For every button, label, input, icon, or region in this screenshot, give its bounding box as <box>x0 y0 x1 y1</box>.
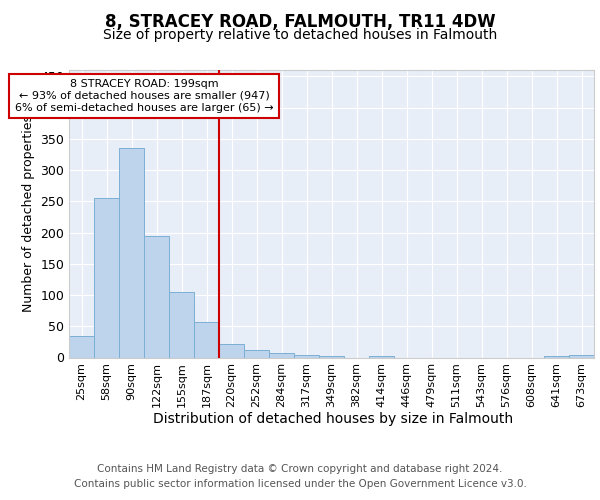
Bar <box>294 355 319 358</box>
Bar <box>94 198 119 358</box>
Bar <box>219 344 244 358</box>
Y-axis label: Number of detached properties: Number of detached properties <box>22 116 35 312</box>
Bar <box>69 336 94 357</box>
Bar <box>569 355 594 358</box>
Bar <box>194 322 219 358</box>
Text: 8 STRACEY ROAD: 199sqm
← 93% of detached houses are smaller (947)
6% of semi-det: 8 STRACEY ROAD: 199sqm ← 93% of detached… <box>14 80 274 112</box>
Bar <box>544 356 569 358</box>
Bar <box>119 148 144 358</box>
Bar <box>244 350 269 358</box>
Bar <box>269 352 294 358</box>
Text: Contains HM Land Registry data © Crown copyright and database right 2024.: Contains HM Land Registry data © Crown c… <box>97 464 503 474</box>
Bar <box>144 236 169 358</box>
Bar <box>169 292 194 358</box>
Text: Contains public sector information licensed under the Open Government Licence v3: Contains public sector information licen… <box>74 479 526 489</box>
Bar <box>369 356 394 358</box>
Text: Size of property relative to detached houses in Falmouth: Size of property relative to detached ho… <box>103 28 497 42</box>
Text: Distribution of detached houses by size in Falmouth: Distribution of detached houses by size … <box>153 412 513 426</box>
Text: 8, STRACEY ROAD, FALMOUTH, TR11 4DW: 8, STRACEY ROAD, FALMOUTH, TR11 4DW <box>104 12 496 30</box>
Bar <box>319 356 344 358</box>
